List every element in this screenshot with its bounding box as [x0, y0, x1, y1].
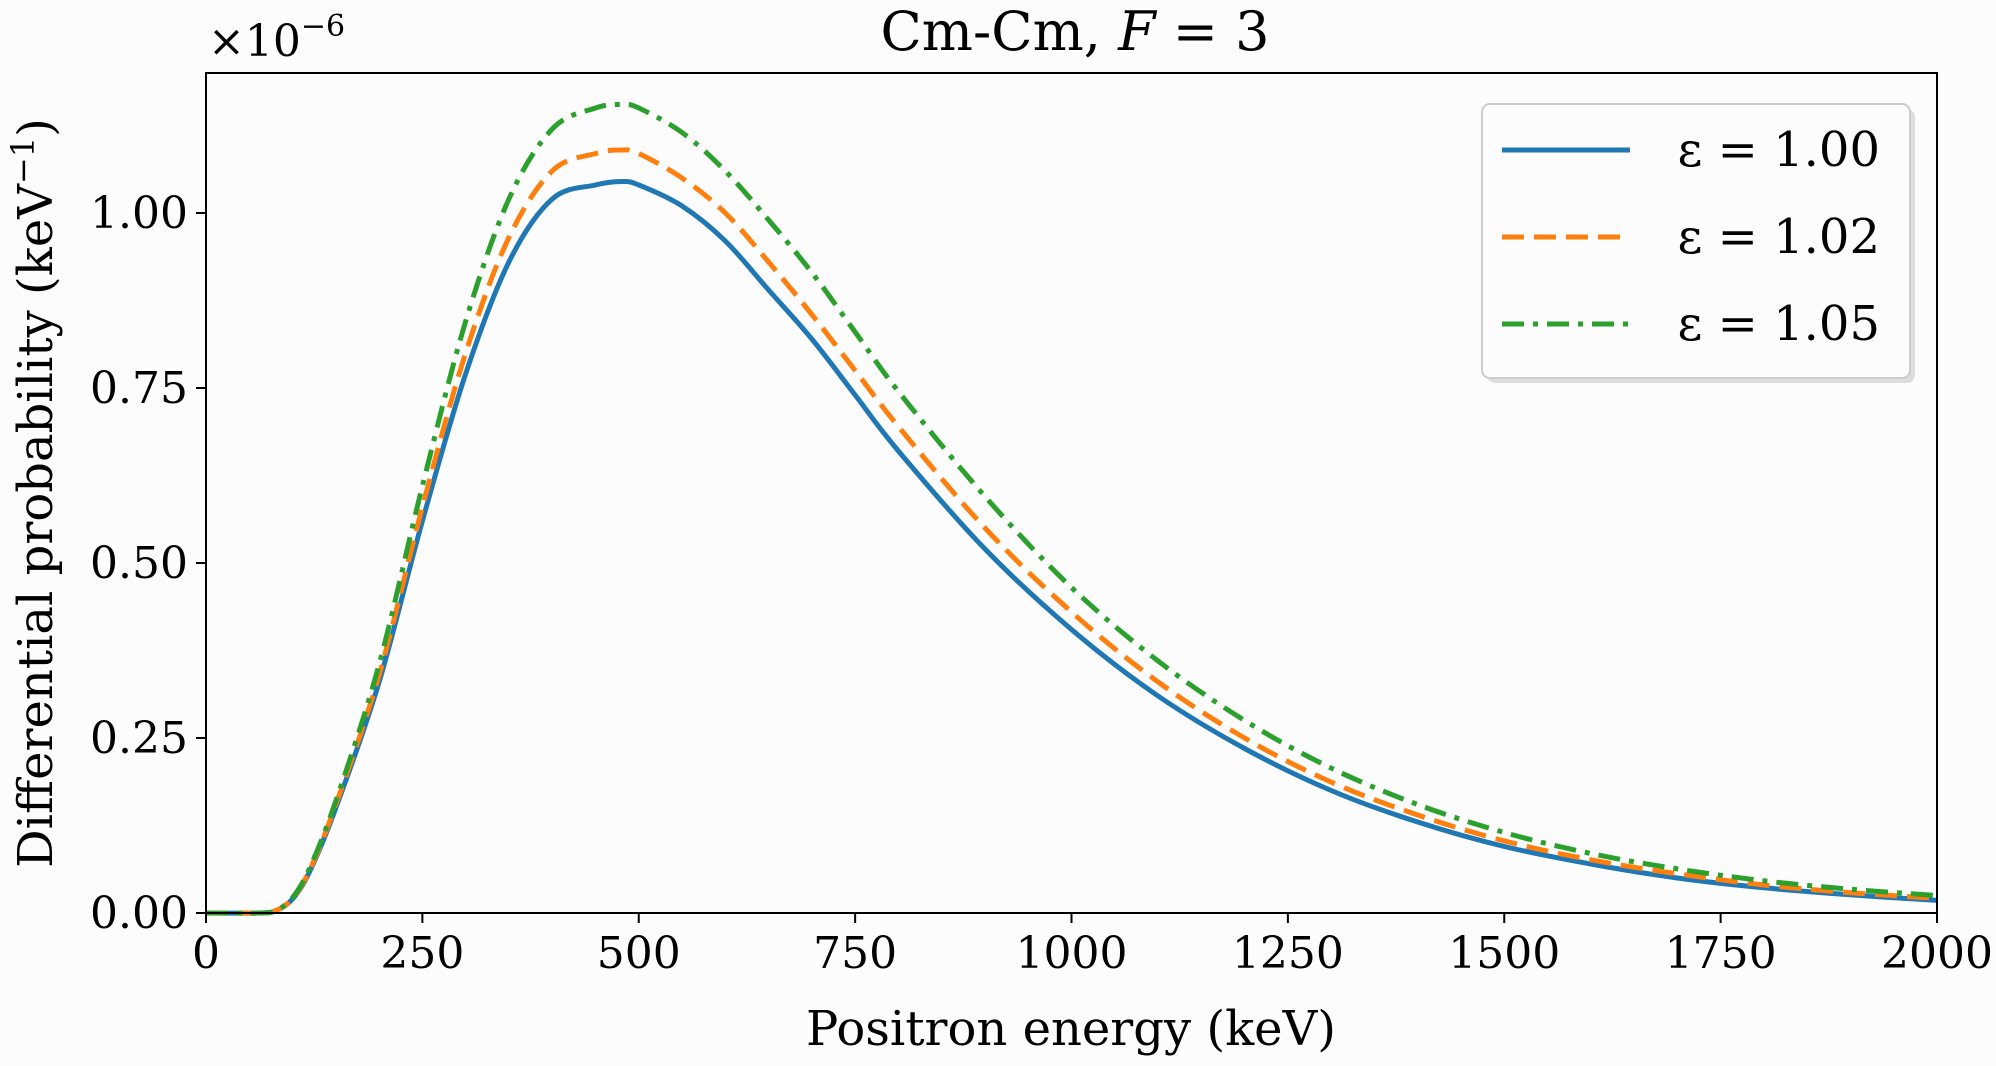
y-tick-label: 1.00: [90, 188, 188, 239]
series-line-3: [205, 101, 1938, 916]
y-tick-label: 0.00: [90, 888, 188, 939]
chart-title: Cm-Cm, F = 3: [880, 0, 1269, 63]
y-axis-label: Differential probability (keV−1): [4, 118, 64, 868]
x-tick-label: 250: [380, 928, 464, 979]
y-tick-label: 0.25: [90, 713, 188, 764]
legend-label-2: ε = 1.02: [1678, 209, 1880, 265]
x-tick-label: 0: [192, 928, 220, 979]
series-line-1: [205, 178, 1938, 916]
x-axis: 0 250 500 750 1000 1250 1500 1750 2000: [192, 913, 1993, 979]
series-layer: [205, 101, 1938, 916]
x-tick-label: 2000: [1881, 928, 1993, 979]
legend-label-3: ε = 1.05: [1678, 296, 1880, 352]
x-axis-label: Positron energy (keV): [806, 1001, 1336, 1057]
legend: ε = 1.00 ε = 1.02 ε = 1.05: [1481, 103, 1915, 383]
legend-label-1: ε = 1.00: [1678, 122, 1880, 178]
y-offset-text: ×10−6: [208, 9, 345, 67]
y-axis: 0.00 0.25 0.50 0.75 1.00: [90, 188, 206, 939]
x-tick-label: 1000: [1016, 928, 1128, 979]
legend-box: [1481, 103, 1911, 379]
x-tick-label: 1750: [1665, 928, 1777, 979]
x-tick-label: 1250: [1232, 928, 1344, 979]
x-tick-label: 1500: [1448, 928, 1560, 979]
y-tick-label: 0.50: [90, 538, 188, 589]
y-tick-label: 0.75: [90, 363, 188, 414]
legend-items: ε = 1.00 ε = 1.02 ε = 1.05: [1502, 122, 1880, 352]
x-tick-label: 750: [813, 928, 897, 979]
x-tick-label: 500: [597, 928, 681, 979]
